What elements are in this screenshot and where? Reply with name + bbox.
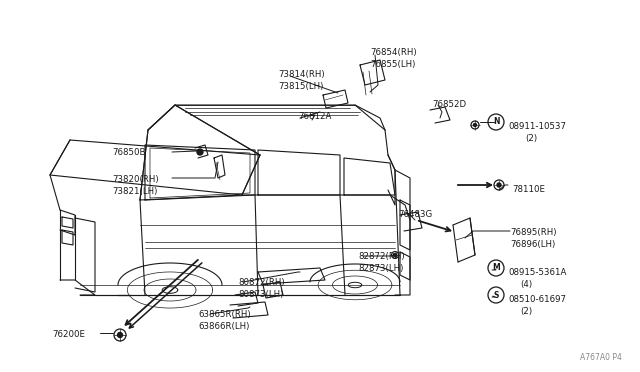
Text: S: S [493, 291, 499, 299]
Text: A767A0 P4: A767A0 P4 [580, 353, 622, 362]
Text: 73821(LH): 73821(LH) [112, 187, 157, 196]
Text: 73814(RH): 73814(RH) [278, 70, 324, 79]
Text: 63866R(LH): 63866R(LH) [198, 322, 250, 331]
Text: 73820(RH): 73820(RH) [112, 175, 159, 184]
Text: 08911-10537: 08911-10537 [508, 122, 566, 131]
Text: 76854(RH): 76854(RH) [370, 48, 417, 57]
Circle shape [497, 183, 501, 187]
Text: (2): (2) [525, 134, 537, 143]
Circle shape [197, 149, 203, 155]
Text: 76850B: 76850B [112, 148, 145, 157]
Circle shape [474, 124, 477, 126]
Circle shape [394, 253, 397, 257]
Text: 76852D: 76852D [432, 100, 466, 109]
Text: 76483G: 76483G [398, 210, 432, 219]
Circle shape [118, 333, 122, 337]
Text: 76812A: 76812A [298, 112, 332, 121]
Text: 08915-5361A: 08915-5361A [508, 268, 566, 277]
Text: 76200E: 76200E [52, 330, 85, 339]
Text: 82872(RH): 82872(RH) [358, 252, 404, 261]
Text: (2): (2) [520, 307, 532, 316]
Text: N: N [493, 118, 499, 126]
Text: 73815(LH): 73815(LH) [278, 82, 323, 91]
Text: M: M [492, 263, 500, 273]
Text: (4): (4) [520, 280, 532, 289]
Text: 78110E: 78110E [512, 185, 545, 194]
Text: 76896(LH): 76896(LH) [510, 240, 556, 249]
Text: 08510-61697: 08510-61697 [508, 295, 566, 304]
Text: 82873(LH): 82873(LH) [358, 264, 403, 273]
Text: 76895(RH): 76895(RH) [510, 228, 557, 237]
Text: 63865R(RH): 63865R(RH) [198, 310, 251, 319]
Text: 76855(LH): 76855(LH) [370, 60, 415, 69]
Text: 80872(RH): 80872(RH) [238, 278, 285, 287]
Text: 80873(LH): 80873(LH) [238, 290, 284, 299]
